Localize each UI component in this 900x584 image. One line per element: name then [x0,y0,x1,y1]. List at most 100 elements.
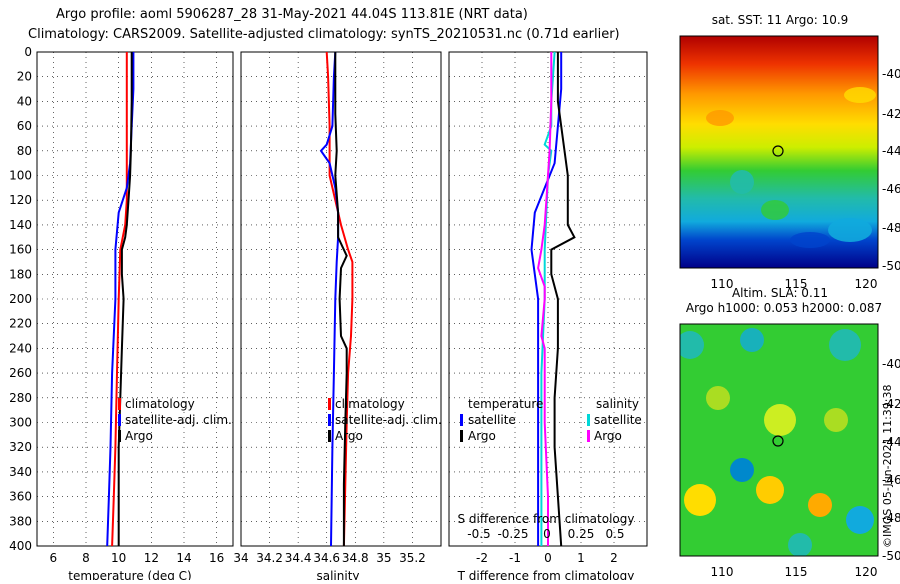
x-axis-ticks: 6 8 10 12 14 16 34 34.2 34.4 34.6 34.8 35 35.2 -2 -1 0 1… [50,527,625,565]
depth-tick-label: 200 [9,292,32,306]
legend-label-s-satellite: satellite [594,413,642,427]
argo-location-marker [772,145,784,157]
depth-tick-label: 280 [9,391,32,405]
series-line-temperature-satellite [530,52,563,546]
x-tick-label: 35 [376,551,391,565]
s-difference-tick-label: -0.25 [497,527,528,541]
grid-layer [37,51,647,547]
sla-ytick: -40 [882,357,900,371]
legend-label-t-argo: Argo [468,429,496,443]
legend-label-satellite: satellite-adj. clim. [125,413,232,427]
sst-ytick: -44 [882,144,900,158]
sla-map-subtitle: Argo h1000: 0.053 h2000: 0.087 [686,301,882,315]
depth-tick-label: 300 [9,416,32,430]
x-tick-label: 34.2 [256,551,283,565]
sla-y-ticks: -40 -42 -44 -46 -48 -50 [882,357,900,563]
difference-legend-salinity: salinity satellite Argo [587,397,642,443]
sst-eddy [828,218,872,242]
legend-swatch-t-argo [460,430,463,442]
sla-ytick: -46 [882,473,900,487]
sla-blob [684,484,716,516]
x-tick-label: 35.2 [399,551,426,565]
sla-blob [788,533,812,556]
series-line-salinity-satellite [540,51,556,546]
depth-tick-label: 380 [9,514,32,528]
series-line-salinity-argo [537,52,553,546]
sla-blob [829,329,861,361]
x-tick-label: 34.4 [285,551,312,565]
series-line-temperature-argo [550,52,576,547]
series-line-satellite-adj-clim- [106,52,135,547]
legend-title-salinity: salinity [596,397,639,411]
s-difference-tick-label: 0 [543,527,551,541]
depth-tick-label: 0 [24,45,32,59]
s-difference-tick-label: -0.5 [467,527,490,541]
legend-swatch-satellite [118,414,121,426]
legend-swatch-s-argo [587,430,590,442]
sst-eddy [730,170,754,194]
sst-y-ticks: -40 -42 -44 -46 -48 -50 [882,67,900,273]
legend-label-argo: Argo [125,429,153,443]
s-difference-axis-label: S difference from climatology [458,512,635,526]
legend-swatch-t-satellite [460,414,463,426]
sst-map-frame [679,35,879,269]
sst-map: sat. SST: 11 Argo: 10.9 -40 -42 -44 -46 … [679,13,900,291]
sst-cold-patch [790,232,830,248]
sst-x-ticks: 110 115 120 [711,277,878,291]
sst-ytick: -40 [882,67,900,81]
depth-tick-label: 320 [9,440,32,454]
x-tick-label: 34.6 [313,551,340,565]
sla-blob [680,331,704,359]
depth-tick-label: 400 [9,539,32,553]
depth-tick-label: 140 [9,218,32,232]
x-tick-label: 1 [577,551,585,565]
temperature-panel-frame [36,51,234,547]
header-line-1: Argo profile: aoml 5906287_28 31-May-202… [56,7,528,22]
sla-blob [730,458,754,482]
sla-map: Altim. SLA: 0.11 Argo h1000: 0.053 h2000… [679,286,900,579]
sst-ytick: -46 [882,182,900,196]
sst-xtick: 110 [711,277,734,291]
x-tick-label: 6 [50,551,58,565]
sst-xtick: 115 [785,277,808,291]
sla-blob [706,386,730,410]
depth-tick-label: 180 [9,267,32,281]
depth-tick-label: 20 [17,70,32,84]
x-tick-label: -2 [476,551,488,565]
sla-ytick: -42 [882,397,900,411]
sst-ytick: -50 [882,259,900,273]
depth-axis: 0 20 40 60 80 100 120 140 160 180 200 220 240 260 280 3… [9,45,32,553]
depth-tick-label: 120 [9,193,32,207]
sst-map-title: sat. SST: 11 Argo: 10.9 [712,13,849,27]
legend-label-climatology: climatology [125,397,195,411]
legend-label-satellite: satellite-adj. clim. [335,413,442,427]
s-difference-tick-label: 0.25 [568,527,595,541]
sla-xtick: 120 [855,565,878,579]
depth-tick-label: 240 [9,341,32,355]
series-line-argo [117,52,133,546]
x-tick-label: 34 [233,551,248,565]
x-tick-label: 10 [111,551,126,565]
x-tick-label: -1 [509,551,521,565]
sst-ytick: -48 [882,221,900,235]
legend-swatch-satellite [328,414,331,426]
legend-swatch-climatology [118,398,121,410]
x-tick-label: 2 [610,551,618,565]
sla-ytick: -50 [882,549,900,563]
legend-label-s-argo: Argo [594,429,622,443]
x-tick-label: 0 [544,551,552,565]
depth-tick-label: 40 [17,94,32,108]
sst-warm-patch [706,110,734,126]
series-line-climatology [111,52,128,547]
argo-location-marker [772,435,784,447]
imos-credit: ©IMOS 05-Jun-2021 11:39:38 [881,384,894,548]
difference-panel-frame [448,51,648,547]
depth-tick-label: 100 [9,169,32,183]
sst-ytick: -42 [882,107,900,121]
sla-blob [740,328,764,352]
depth-tick-label: 260 [9,366,32,380]
depth-tick-label: 80 [17,144,32,158]
sla-xtick: 115 [785,565,808,579]
temperature-legend: climatology satellite-adj. clim. Argo [118,397,232,443]
